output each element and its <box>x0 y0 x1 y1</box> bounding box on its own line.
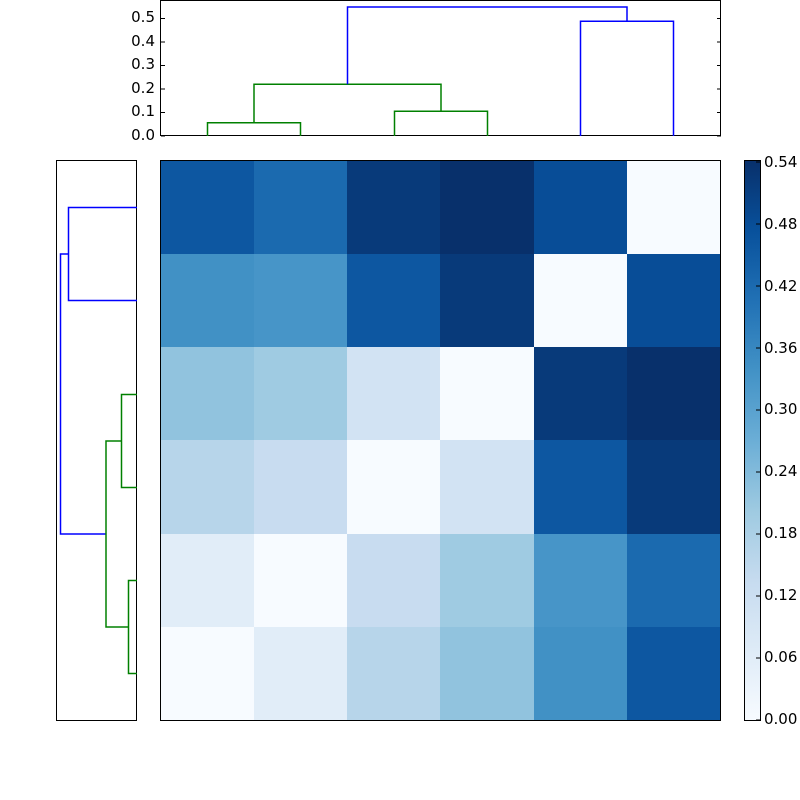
colorbar-tick-label: 0.30 <box>764 400 798 418</box>
heatmap-cell <box>254 254 348 348</box>
heatmap-cell <box>626 254 720 348</box>
heatmap-cell <box>347 254 441 348</box>
heatmap-cell <box>161 440 255 534</box>
heatmap-cell <box>626 161 720 255</box>
left-dendrogram-green-cluster <box>105 393 137 675</box>
heatmap-cell <box>254 626 348 720</box>
colorbar-tick-label: 0.36 <box>764 339 798 357</box>
colorbar-tick-label: 0.42 <box>764 277 798 295</box>
heatmap-cell <box>254 161 348 255</box>
heatmap-cell <box>347 533 441 627</box>
heatmap-cell <box>533 347 627 441</box>
heatmap-cell <box>440 347 534 441</box>
heatmap-cell <box>626 533 720 627</box>
heatmap-cell <box>533 533 627 627</box>
heatmap-cell <box>533 626 627 720</box>
heatmap-cell <box>161 347 255 441</box>
heatmap-cell <box>161 161 255 255</box>
heatmap-cell <box>161 533 255 627</box>
colorbar-tick-label: 0.48 <box>764 215 798 233</box>
top-dendrogram-ticks <box>161 18 721 137</box>
top-ytick-label: 0.2 <box>131 79 155 97</box>
heatmap-cell <box>440 626 534 720</box>
heatmap-cell <box>626 347 720 441</box>
heatmap-cell <box>533 254 627 348</box>
colorbar-tick-label: 0.00 <box>764 710 798 728</box>
colorbar-tick-label: 0.54 <box>764 153 798 171</box>
colorbar-ticks <box>756 161 761 721</box>
heatmap-cell <box>254 533 348 627</box>
heatmap-cell <box>161 626 255 720</box>
heatmap-cell <box>533 440 627 534</box>
top-dendrogram-axes <box>160 0 721 137</box>
top-ytick-label: 0.0 <box>131 126 155 144</box>
heatmap-grid <box>161 161 720 720</box>
heatmap-cell <box>347 440 441 534</box>
colorbar-tick-label: 0.18 <box>764 524 798 542</box>
heatmap-cell <box>440 254 534 348</box>
colorbar <box>744 160 761 721</box>
colorbar-tick-label: 0.12 <box>764 586 798 604</box>
top-ytick-label: 0.3 <box>131 55 155 73</box>
heatmap-cell <box>440 440 534 534</box>
heatmap-cell <box>440 533 534 627</box>
colorbar-tick-label: 0.06 <box>764 648 798 666</box>
heatmap-cell <box>533 161 627 255</box>
top-ytick-label: 0.1 <box>131 102 155 120</box>
top-dendrogram-blue-cluster <box>346 6 675 136</box>
top-ytick-label: 0.4 <box>131 32 155 50</box>
heatmap-cell <box>626 440 720 534</box>
heatmap-cell <box>347 347 441 441</box>
heatmap-cell <box>347 161 441 255</box>
left-dendrogram-plot <box>59 206 137 675</box>
left-dendrogram-blue-cluster <box>59 206 137 535</box>
heatmap-cell <box>254 347 348 441</box>
left-dendrogram-axes <box>56 160 137 721</box>
heatmap-cell <box>626 626 720 720</box>
heatmap-cell <box>254 440 348 534</box>
top-ytick-label: 0.5 <box>131 8 155 26</box>
heatmap-cell <box>440 161 534 255</box>
heatmap-cell <box>161 254 255 348</box>
heatmap-axes <box>160 160 721 721</box>
colorbar-tick-label: 0.24 <box>764 462 798 480</box>
heatmap-cell <box>347 626 441 720</box>
top-dendrogram-plot <box>206 6 675 136</box>
